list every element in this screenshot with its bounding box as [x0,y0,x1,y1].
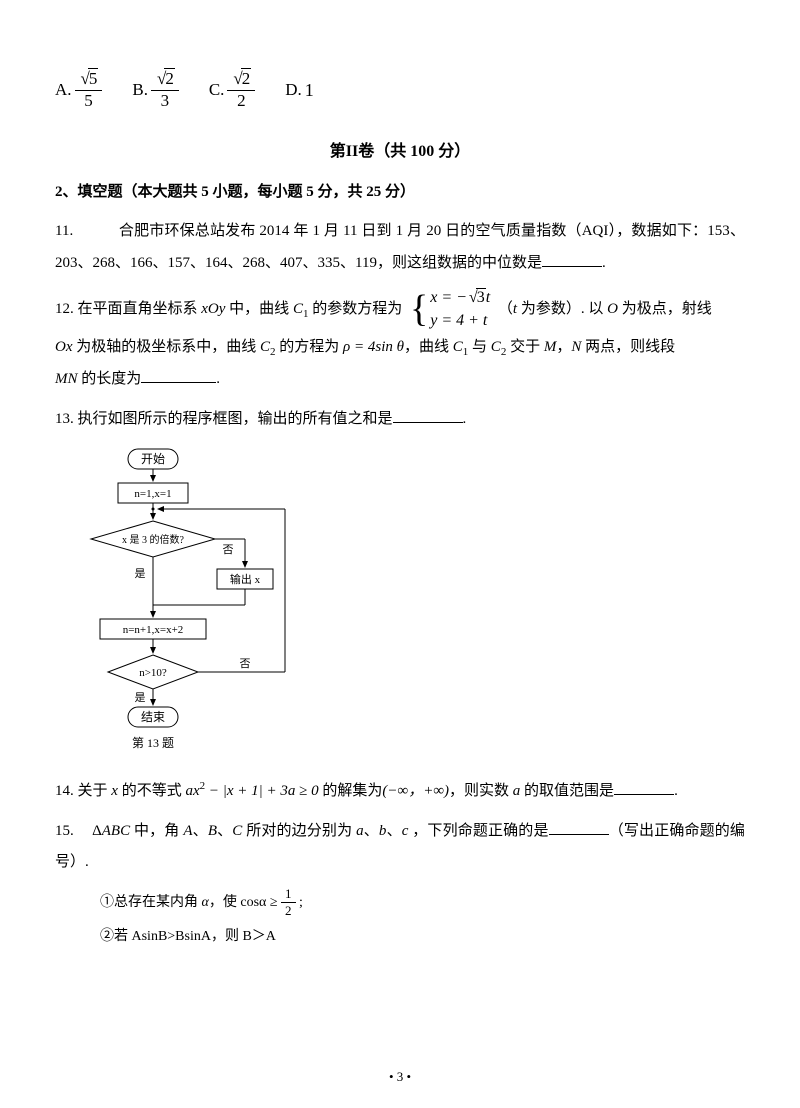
svg-text:n>10?: n>10? [139,667,167,679]
option-d-label: D. [285,75,302,106]
page-number: • 3 • [0,1065,800,1088]
svg-text:x 是 3 的倍数?: x 是 3 的倍数? [122,533,184,546]
option-c-label: C. [209,75,225,106]
question-15: 15. ΔABC 中，角 A、B、C 所对的边分别为 a、b、c ，下列命题正确… [55,816,745,879]
svg-text:否: 否 [223,544,234,556]
q15-statement-1: ①总存在某内角 α，使 cosα ≥ 1 2 ; [100,887,745,919]
svg-text:输出 x: 输出 x [230,572,261,586]
question-11: 11. 合肥市环保总站发布 2014 年 1 月 11 日到 1 月 20 日的… [55,216,745,279]
option-b-label: B. [132,75,148,106]
section-2-title: 第II卷（共 100 分） [55,138,745,167]
svg-text:是: 是 [135,567,146,580]
option-d-value: 1 [305,74,314,106]
svg-text:否: 否 [240,658,251,670]
question-13: 13. 执行如图所示的程序框图，输出的所有值之和是. [55,404,745,436]
question-14: 14. 关于 x 的不等式 ax2 − |x + 1| + 3a ≥ 0 的解集… [55,775,745,808]
answer-options-row: A. 5 5 B. 2 3 C. 2 2 D. 1 [55,70,745,110]
svg-text:开始: 开始 [141,452,165,466]
q15-statement-2: ②若 AsinB>BsinA，则 B＞A [100,924,745,949]
svg-text:结束: 结束 [141,710,165,724]
option-d: D. 1 [285,74,314,106]
option-a-label: A. [55,75,72,106]
blank-15 [549,821,609,835]
blank-13 [393,409,463,423]
fill-blank-heading: 2、填空题（本大题共 5 小题，每小题 5 分，共 25 分） [55,179,745,206]
option-a-fraction: 5 5 [75,70,103,110]
flowchart-q13: 开始 n=1,x=1 x 是 3 的倍数? 否 输出 x 是 n=n+1,x=x… [80,447,745,757]
svg-text:第 13 题: 第 13 题 [132,736,174,750]
option-a: A. 5 5 [55,70,102,110]
option-c-fraction: 2 2 [227,70,255,110]
blank-11 [542,253,602,267]
option-b-fraction: 2 3 [151,70,179,110]
blank-14 [614,781,674,795]
parametric-system: { x = −3t y = 4 + t [410,287,490,332]
question-12: 12. 在平面直角坐标系 xOy 中，曲线 C1 的参数方程为 { x = −3… [55,287,745,395]
blank-12 [141,369,216,383]
option-b: B. 2 3 [132,70,178,110]
option-c: C. 2 2 [209,70,255,110]
svg-text:n=n+1,x=x+2: n=n+1,x=x+2 [123,624,184,636]
svg-text:n=1,x=1: n=1,x=1 [134,488,171,500]
svg-text:是: 是 [135,691,146,704]
